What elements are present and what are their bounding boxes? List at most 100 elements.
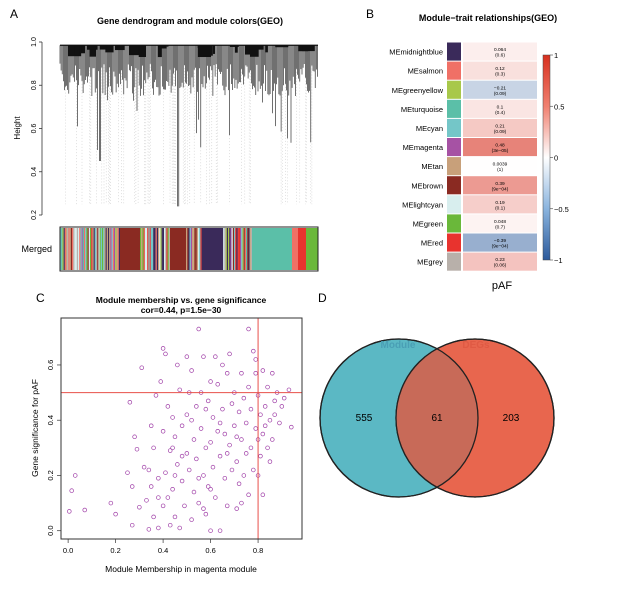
scatter-point — [210, 464, 216, 470]
module-color-stripe — [234, 228, 236, 270]
scatter-point — [175, 362, 180, 368]
module-color-stripe — [244, 228, 247, 270]
module-color-swatch — [447, 195, 461, 214]
scatter-x-tick-label: 0.6 — [205, 546, 215, 555]
module-color-bar-frame — [59, 226, 319, 272]
module-color-stripe — [109, 228, 111, 270]
scatter-point — [239, 371, 244, 376]
colorbar-tick-label: −0.5 — [554, 205, 569, 214]
scatter-point — [141, 464, 147, 470]
scatter-point — [220, 362, 225, 368]
scatter-point — [201, 473, 206, 478]
module-color-stripe — [110, 228, 112, 270]
dendrogram-y-tick-label: 0.6 — [31, 124, 38, 134]
module-color-stripe — [159, 228, 161, 270]
scatter-point — [191, 437, 197, 442]
scatter-point — [196, 326, 201, 332]
scatter-point — [224, 451, 230, 456]
colorbar-tick-label: 0 — [554, 154, 558, 163]
scatter-point — [205, 484, 211, 489]
module-color-stripe — [237, 228, 239, 270]
scatter-point — [241, 473, 247, 478]
module-color-stripe — [99, 228, 101, 270]
scatter-point — [262, 404, 268, 409]
panel-label-a: A — [10, 7, 18, 21]
scatter-point — [272, 398, 277, 404]
scatter-point — [167, 522, 173, 528]
module-color-stripe — [195, 228, 197, 270]
module-color-stripe — [86, 228, 88, 270]
module-color-stripe — [72, 228, 74, 270]
scatter-point — [69, 488, 74, 493]
scatter-point — [251, 348, 256, 354]
scatter-point — [215, 429, 220, 434]
module-color-stripe — [164, 228, 166, 270]
heatmap-cell-cor: 0.48 — [495, 143, 505, 149]
module-color-stripe — [235, 228, 237, 270]
dendrogram-cluster — [249, 45, 259, 57]
scatter-point — [265, 445, 270, 451]
scatter-point — [165, 404, 171, 409]
module-color-block — [170, 228, 186, 270]
dendrogram-cluster — [89, 45, 97, 57]
module-color-stripe — [79, 228, 81, 270]
module-color-stripe — [84, 228, 86, 270]
module-color-stripe — [238, 228, 241, 270]
scatter-point — [258, 412, 263, 417]
module-color-stripe — [64, 228, 67, 270]
module-color-stripe — [63, 228, 65, 270]
module-color-stripe — [193, 228, 195, 270]
scatter-point — [208, 528, 213, 533]
scatter-point — [253, 357, 258, 362]
scatter-ylabel: Gene significance for pAF — [30, 379, 40, 477]
heatmap-cell-pvalue: (0.6) — [495, 53, 505, 59]
dendrogram-panel: Gene dendrogram and module colors(GEO) H… — [13, 16, 319, 272]
heatmap-row-label: MEred — [421, 239, 443, 248]
scatter-point — [236, 409, 242, 415]
heatmap-row-label: MEsalmon — [408, 67, 443, 76]
module-color-stripe — [249, 228, 251, 270]
scatter-point — [272, 412, 277, 417]
module-color-stripe — [150, 228, 153, 270]
module-color-stripe — [199, 228, 201, 270]
scatter-point — [248, 406, 254, 412]
module-color-stripe — [142, 228, 144, 270]
scatter-point — [229, 401, 235, 406]
heatmap-cell-pvalue: (0.4) — [495, 110, 505, 116]
scatter-x-tick-label: 0.4 — [158, 546, 168, 555]
module-color-stripe — [87, 228, 89, 270]
dendrogram-cluster — [229, 45, 239, 47]
module-color-stripe — [88, 228, 91, 270]
module-color-stripe — [250, 228, 253, 270]
heatmap-row-label: MEgrey — [417, 258, 443, 267]
dendrogram-cluster — [74, 45, 80, 56]
scatter-point — [210, 415, 216, 420]
module-color-stripe — [100, 228, 103, 270]
module-color-stripe — [76, 228, 79, 270]
scatter-point — [213, 495, 218, 500]
venn-count-module-only: 555 — [356, 413, 373, 424]
module-color-block — [306, 228, 318, 270]
heatmap-cell — [463, 233, 537, 252]
scatter-point — [201, 506, 206, 511]
scatter-point — [129, 484, 135, 489]
scatter-xlabel: Module Membership in magenta module — [105, 564, 257, 574]
scatter-point — [289, 424, 294, 430]
heatmap-cell-cor: −0.21 — [494, 85, 506, 91]
module-color-block — [252, 228, 292, 270]
scatter-point — [198, 426, 204, 431]
scatter-point — [146, 527, 152, 532]
heatmap-cell-cor: 0.23 — [495, 257, 505, 263]
scatter-point — [243, 420, 249, 426]
panel-label-d: D — [318, 291, 327, 305]
module-color-stripe — [165, 228, 167, 270]
scatter-frame — [60, 317, 303, 540]
module-color-stripe — [242, 228, 244, 270]
module-color-stripe — [106, 228, 109, 270]
dendrogram-cluster — [265, 45, 268, 53]
heatmap-cell — [463, 118, 537, 137]
dendrogram-y-tick-label: 1.0 — [31, 37, 38, 47]
venn-count-intersection: 61 — [431, 413, 443, 424]
scatter-point — [132, 434, 137, 440]
scatter-point — [158, 379, 163, 384]
